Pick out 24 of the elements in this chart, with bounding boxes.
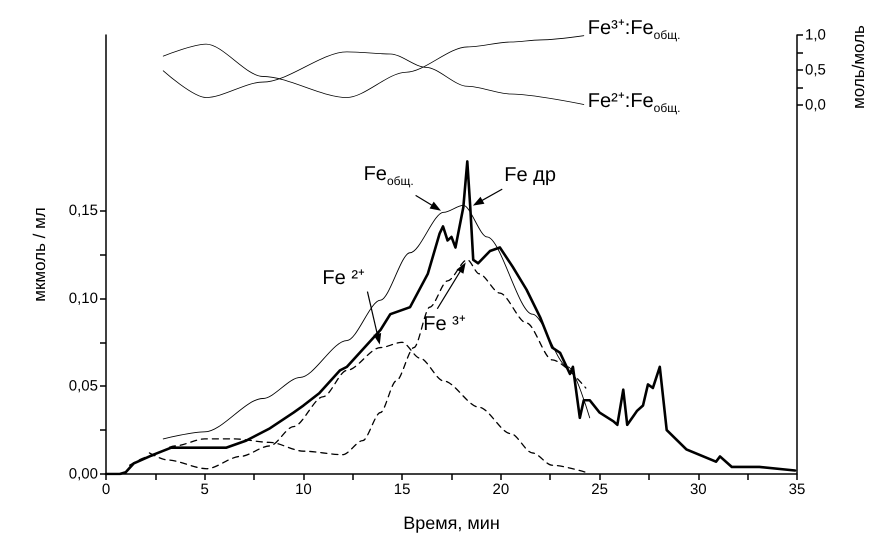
y-tick-label: 0,10 [68,290,98,307]
x-axis-title: Время, мин [403,513,500,533]
x-tick-label: 15 [394,481,410,498]
x-tick-label: 20 [492,481,510,498]
x-tick-label: 5 [200,481,209,498]
x-tick-label: 30 [690,481,707,498]
text: Fe ²⁺ [322,266,365,290]
y2-axis-title: моль/моль [848,25,869,109]
x-tick-label: 35 [788,481,806,498]
y-tick-label: 0,05 [68,378,98,395]
x-tick-label: 25 [591,481,608,498]
series-label: Fe²⁺:Fe$_{общ.}$ [588,88,680,117]
series-label: Fe др [504,163,556,188]
y-tick-label: 0,15 [68,202,98,220]
y2-tick-label: 1,0 [805,26,826,44]
series-label: Fe ³⁺ [423,312,466,336]
series-label: Fe$_{общ.}$ [364,162,414,190]
x-tick-label: 10 [295,481,312,498]
y2-tick-label: 0,0 [805,96,826,114]
series-label: Fe³⁺:Fe$_{общ.}$ [588,16,680,44]
y2-tick-label: 0,5 [805,62,826,79]
y-tick-label: 0,00 [68,466,98,482]
x-tick-label: 0 [102,481,110,498]
y-axis-title: мкмоль / мл [30,207,49,302]
